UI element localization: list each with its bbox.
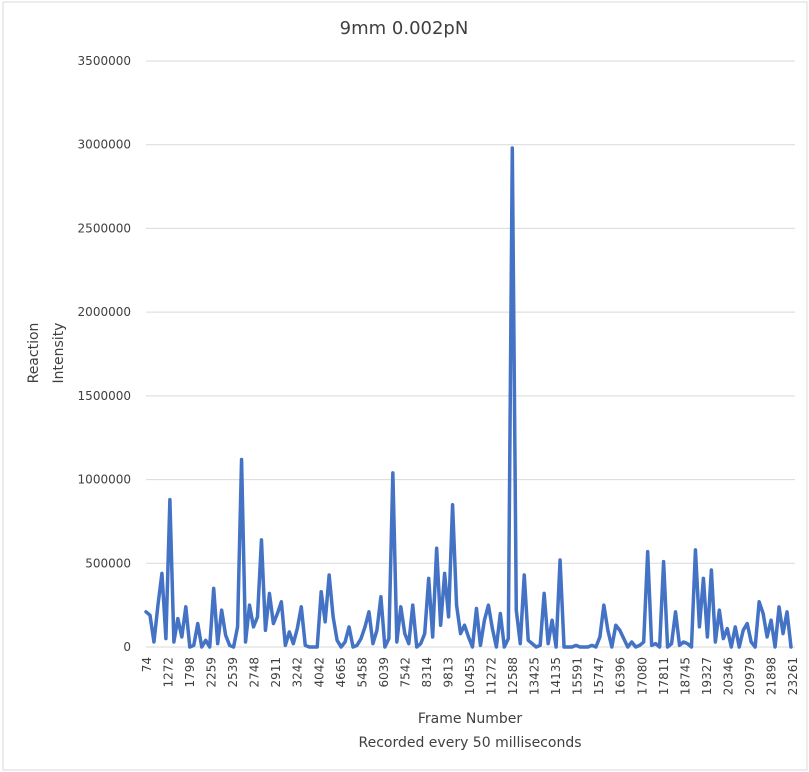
x-tick-label: 2539 — [226, 657, 240, 688]
y-tick-label: 500000 — [85, 556, 131, 570]
chart-title: 9mm 0.002pN — [340, 18, 469, 39]
x-tick-label: 3242 — [291, 657, 305, 688]
y-axis-title-line2: Intensity — [51, 323, 67, 384]
y-tick-label: 1500000 — [78, 389, 131, 403]
x-tick-label: 13425 — [528, 657, 542, 695]
x-tick-label: 8314 — [420, 657, 434, 688]
x-tick-label: 2748 — [248, 657, 262, 688]
y-axis-ticks: 0 500000 1000000 1500000 2000000 2500000 30000… — [78, 54, 131, 654]
x-tick-label: 12588 — [506, 657, 520, 695]
y-axis-title-line1: Reaction — [26, 323, 42, 384]
y-tick-label: 2000000 — [78, 305, 131, 319]
x-tick-label: 1798 — [183, 657, 197, 688]
y-tick-label: 2500000 — [78, 221, 131, 235]
x-tick-label: 11272 — [485, 657, 499, 695]
x-tick-label: 10453 — [463, 657, 477, 695]
x-tick-label: 7542 — [398, 657, 412, 688]
x-tick-label: 1272 — [162, 657, 176, 688]
x-tick-label: 18745 — [678, 657, 692, 695]
x-tick-label: 17080 — [635, 657, 649, 695]
y-tick-label: 0 — [123, 640, 131, 654]
x-tick-label: 4042 — [312, 657, 326, 688]
x-tick-label: 74 — [140, 657, 154, 672]
x-tick-label: 23261 — [786, 657, 800, 695]
x-tick-label: 2911 — [269, 657, 283, 688]
x-tick-label: 9813 — [441, 657, 455, 688]
x-axis-title: Frame Number — [418, 711, 523, 727]
x-tick-label: 17811 — [657, 657, 671, 695]
x-tick-label: 21898 — [764, 657, 778, 695]
x-tick-label: 19327 — [700, 657, 714, 695]
y-tick-label: 1000000 — [78, 473, 131, 487]
series-line-0 — [144, 146, 793, 649]
x-axis-subtitle: Recorded every 50 milliseconds — [358, 735, 581, 751]
x-tick-label: 15591 — [571, 657, 585, 695]
gridlines — [146, 60, 795, 648]
x-axis-ticks: 74 1272 1798 2259 2539 2748 2911 3242 4042 4665 54… — [140, 657, 800, 695]
x-tick-label: 2259 — [205, 657, 219, 688]
x-tick-label: 15747 — [592, 657, 606, 695]
x-tick-label: 14135 — [549, 657, 563, 695]
data-series — [144, 146, 793, 649]
x-tick-label: 5458 — [355, 657, 369, 688]
x-tick-label: 20346 — [721, 657, 735, 695]
y-tick-label: 3500000 — [78, 54, 131, 68]
y-tick-label: 3000000 — [78, 138, 131, 152]
x-tick-label: 16396 — [614, 657, 628, 695]
x-tick-label: 6039 — [377, 657, 391, 688]
x-tick-label: 4665 — [334, 657, 348, 688]
x-tick-label: 20979 — [743, 657, 757, 695]
